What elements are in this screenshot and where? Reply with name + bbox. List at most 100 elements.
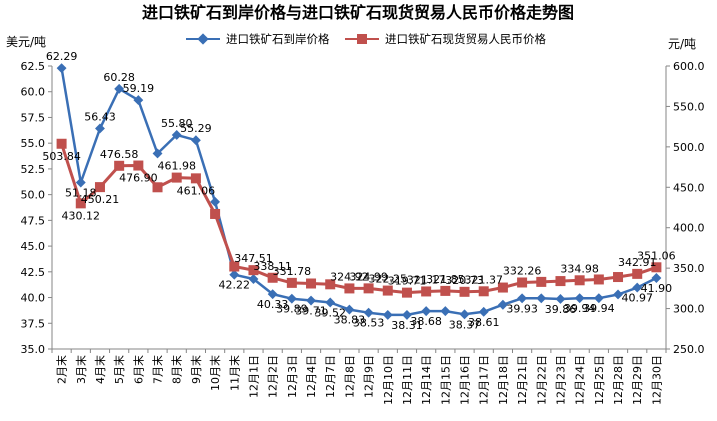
data-label-series-1: 39.71	[295, 305, 327, 318]
series-1-point	[459, 309, 470, 320]
x-tick-label: 2月末	[55, 355, 69, 384]
series-1-point	[286, 293, 297, 304]
legend-marker-series-2	[357, 34, 367, 44]
x-tick-label: 12月15日	[439, 355, 452, 405]
x-tick-label: 12月25日	[593, 355, 606, 405]
series-2-point	[248, 265, 259, 276]
series-2-point	[171, 172, 182, 183]
series-2-point	[651, 262, 662, 273]
right-tick-label: 300.0	[673, 303, 705, 316]
series-1-point	[497, 299, 508, 310]
left-tick-label: 40.0	[21, 292, 46, 305]
series-1-point	[325, 297, 336, 308]
right-tick-label: 350.0	[673, 262, 705, 275]
series-2-point	[56, 138, 67, 149]
x-tick-label: 12月14日	[420, 355, 433, 405]
x-tick-label: 10月末	[208, 355, 222, 391]
series-1-point	[306, 295, 316, 306]
series-1-point	[363, 307, 374, 318]
series-1-point	[190, 135, 201, 146]
data-label-series-2: 351.06	[637, 249, 676, 262]
series-1-point	[56, 63, 67, 74]
series-1-point	[382, 309, 393, 320]
series-2-point	[325, 279, 336, 290]
series-1-point	[152, 148, 163, 159]
right-tick-label: 500.0	[673, 141, 705, 154]
data-label-series-1: 42.22	[219, 279, 251, 292]
series-2-point	[382, 285, 393, 296]
data-label-series-1: 38.83	[334, 314, 366, 327]
data-label-series-1: 55.80	[161, 117, 193, 130]
data-label-series-1: 40.33	[257, 298, 289, 311]
data-label-series-1: 39.94	[564, 302, 596, 315]
data-label-series-2: 503.84	[42, 150, 81, 163]
x-tick-label: 12月1日	[247, 355, 260, 398]
data-label-series-1: 38.61	[468, 316, 500, 329]
data-label-series-1: 39.89	[276, 303, 308, 316]
x-tick-label: 12月4日	[305, 355, 318, 398]
data-label-series-1: 62.29	[46, 50, 78, 63]
x-tick-label: 12月11日	[401, 355, 414, 405]
x-tick-label: 12月30日	[650, 355, 663, 405]
series-2-point	[632, 268, 643, 279]
left-tick-label: 42.5	[21, 266, 46, 279]
data-label-series-1: 38.68	[410, 315, 442, 328]
series-1-point	[75, 177, 86, 188]
x-tick-label: 12月8日	[343, 355, 356, 398]
x-tick-label: 12月2日	[267, 355, 280, 398]
series-2-point	[421, 286, 432, 297]
data-label-series-2: 476.58	[100, 148, 139, 161]
x-tick-label: 12月29日	[631, 355, 644, 405]
x-tick-label: 12月22日	[535, 355, 548, 405]
data-label-series-2: 321.85	[426, 273, 465, 286]
series-1-point	[613, 289, 623, 300]
series-1-point	[114, 83, 125, 94]
series-2-point	[363, 283, 374, 294]
right-axis-unit: 元/吨	[668, 37, 696, 51]
left-tick-label: 45.0	[21, 240, 46, 253]
series-1-point	[536, 293, 547, 304]
legend-label-series-1: 进口铁矿石到岸价格	[226, 32, 330, 46]
legend-label-series-2: 进口铁矿石现货贸易人民币价格	[385, 32, 546, 46]
data-label-series-2: 322.25	[369, 273, 408, 286]
x-tick-label: 3月末	[74, 355, 88, 384]
series-2-point	[613, 272, 624, 283]
x-tick-label: 12月21日	[516, 355, 529, 405]
data-label-series-1: 39.94	[583, 302, 615, 315]
series-2-point	[478, 286, 489, 297]
x-tick-label: 12月23日	[554, 355, 567, 405]
series-2-point	[133, 160, 144, 171]
series-1-point	[555, 294, 566, 304]
data-label-series-1: 39.52	[314, 306, 346, 319]
series-2-point	[459, 286, 470, 297]
data-label-series-2: 319.71	[388, 275, 427, 288]
right-tick-label: 400.0	[673, 222, 705, 235]
series-1-point	[574, 293, 585, 304]
data-label-series-1: 56.43	[84, 110, 116, 123]
data-label-series-2: 324.92	[330, 270, 369, 283]
data-label-series-1: 38.53	[353, 317, 385, 330]
series-2-point	[574, 275, 585, 286]
series-2-point	[536, 276, 547, 287]
data-label-series-2: 321.17	[407, 273, 446, 286]
x-tick-label: 5月末	[112, 355, 126, 384]
series-1-point	[440, 306, 451, 317]
left-tick-label: 62.5	[21, 60, 46, 73]
data-label-series-2: 450.21	[81, 193, 120, 206]
x-tick-label: 12月17日	[478, 355, 491, 405]
left-axis-unit: 美元/吨	[6, 35, 46, 49]
series-1-point	[344, 304, 355, 315]
left-tick-label: 50.0	[21, 189, 46, 202]
x-tick-label: 12月16日	[459, 355, 472, 405]
data-label-series-1: 60.28	[103, 71, 135, 84]
data-label-series-2: 321.37	[464, 273, 503, 286]
data-label-series-2: 324.99	[349, 270, 388, 283]
left-tick-label: 35.0	[21, 343, 46, 356]
x-tick-label: 4月末	[93, 355, 107, 384]
series-2-point	[440, 285, 451, 296]
series-2-point	[497, 282, 508, 293]
series-2-point	[286, 277, 297, 288]
x-tick-label: 7月末	[151, 355, 165, 384]
